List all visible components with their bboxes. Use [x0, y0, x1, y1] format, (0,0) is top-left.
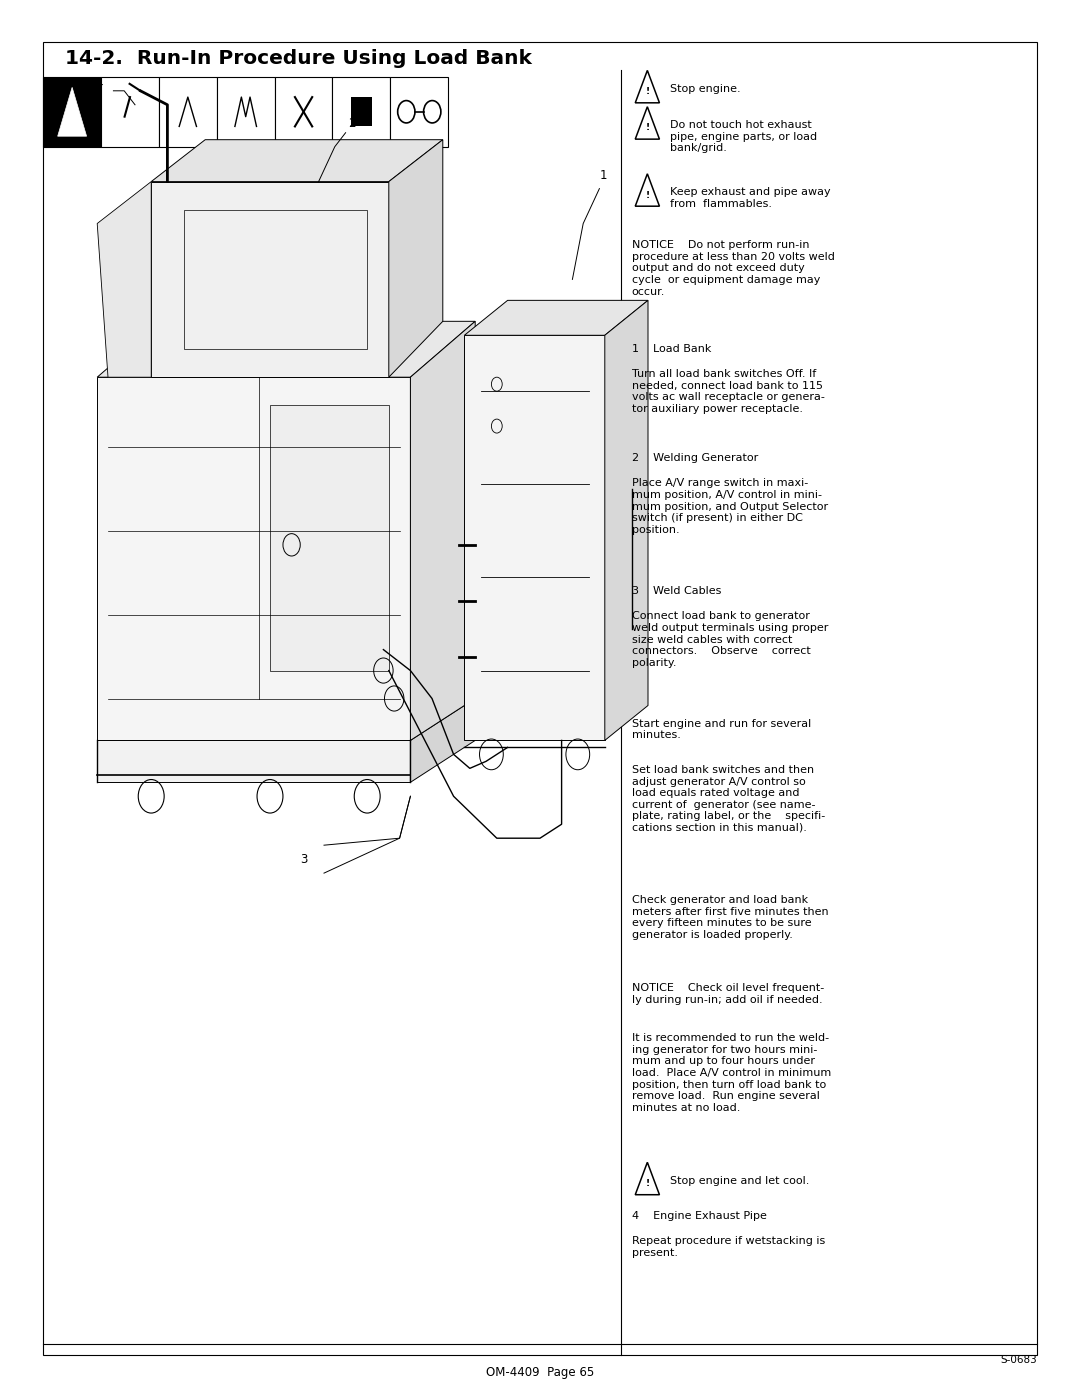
Text: NOTICE    Do not perform run-in
procedure at less than 20 volts weld
output and : NOTICE Do not perform run-in procedure a…: [632, 240, 835, 296]
Bar: [217, 77, 274, 147]
Text: NOTICE    Check oil level frequent-
ly during run-in; add oil if needed.: NOTICE Check oil level frequent- ly duri…: [632, 983, 824, 1004]
Text: 2: 2: [348, 117, 355, 130]
Text: !: !: [645, 190, 649, 200]
Text: It is recommended to run the weld-
ing generator for two hours mini-
mum and up : It is recommended to run the weld- ing g…: [632, 1034, 831, 1113]
Text: !: !: [645, 1179, 649, 1187]
Text: Turn all load bank switches Off. If
needed, connect load bank to 115
volts ac wa: Turn all load bank switches Off. If need…: [632, 369, 825, 414]
Text: !: !: [645, 123, 649, 133]
Text: Place A/V range switch in maxi-
mum position, A/V control in mini-
mum position,: Place A/V range switch in maxi- mum posi…: [632, 478, 828, 535]
Text: Check generator and load bank
meters after first five minutes then
every fifteen: Check generator and load bank meters aft…: [632, 895, 828, 940]
Polygon shape: [97, 321, 475, 377]
Text: Keep exhaust and pipe away
from  flammables.: Keep exhaust and pipe away from flammabl…: [670, 187, 831, 208]
Bar: [390, 77, 448, 147]
Polygon shape: [635, 173, 660, 207]
Polygon shape: [270, 405, 389, 671]
Text: 1: 1: [599, 169, 607, 182]
Polygon shape: [464, 300, 648, 335]
Text: Repeat procedure if wetstacking is
present.: Repeat procedure if wetstacking is prese…: [632, 1236, 825, 1257]
Polygon shape: [635, 70, 660, 103]
Text: Stop engine and let cool.: Stop engine and let cool.: [670, 1176, 809, 1186]
Text: 4: 4: [95, 77, 103, 91]
Polygon shape: [151, 140, 443, 182]
Polygon shape: [97, 377, 410, 740]
Polygon shape: [184, 210, 367, 349]
Text: 2    Welding Generator: 2 Welding Generator: [632, 453, 758, 462]
Polygon shape: [97, 182, 151, 377]
Polygon shape: [410, 698, 475, 782]
Polygon shape: [389, 140, 443, 377]
Bar: [351, 98, 373, 127]
Text: 4    Engine Exhaust Pipe: 4 Engine Exhaust Pipe: [632, 1211, 767, 1221]
Bar: [102, 77, 159, 147]
Text: Start engine and run for several
minutes.: Start engine and run for several minutes…: [632, 719, 811, 740]
Polygon shape: [605, 300, 648, 740]
Bar: [159, 77, 217, 147]
Polygon shape: [410, 321, 475, 740]
Bar: [43, 77, 102, 147]
Text: Set load bank switches and then
adjust generator A/V control so
load equals rate: Set load bank switches and then adjust g…: [632, 766, 825, 833]
Text: Stop engine.: Stop engine.: [670, 84, 741, 94]
Polygon shape: [151, 182, 389, 377]
Bar: [333, 77, 390, 147]
Text: OM-4409  Page 65: OM-4409 Page 65: [486, 1366, 594, 1379]
Text: Connect load bank to generator
weld output terminals using proper
size weld cabl: Connect load bank to generator weld outp…: [632, 612, 828, 668]
Polygon shape: [97, 740, 410, 782]
Text: S-0683: S-0683: [1000, 1355, 1037, 1365]
Bar: [274, 77, 333, 147]
Polygon shape: [464, 335, 605, 740]
Polygon shape: [635, 106, 660, 140]
Polygon shape: [57, 87, 86, 137]
Text: 14-2.  Run-In Procedure Using Load Bank: 14-2. Run-In Procedure Using Load Bank: [65, 49, 531, 68]
Polygon shape: [635, 1162, 660, 1194]
Text: 3    Weld Cables: 3 Weld Cables: [632, 585, 721, 597]
Polygon shape: [97, 698, 475, 740]
Text: !: !: [645, 87, 649, 96]
Text: Do not touch hot exhaust
pipe, engine parts, or load
bank/grid.: Do not touch hot exhaust pipe, engine pa…: [670, 120, 816, 154]
Text: 3: 3: [300, 852, 308, 866]
Text: 1    Load Bank: 1 Load Bank: [632, 344, 711, 353]
